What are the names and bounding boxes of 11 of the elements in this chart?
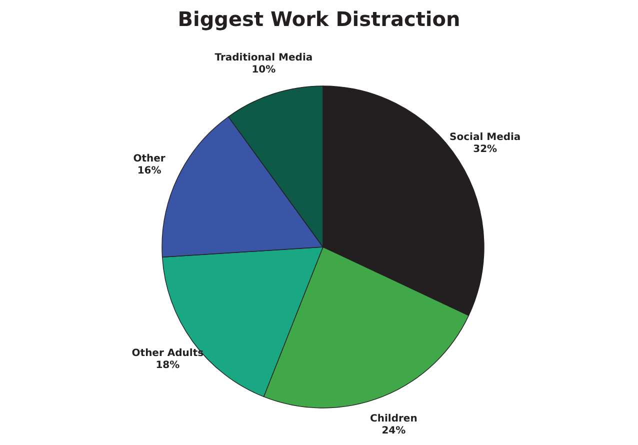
data-label: 16% <box>137 165 162 176</box>
data-label: 10% <box>252 64 276 76</box>
slice-label: Other Adults <box>132 348 204 359</box>
slice-label: Children <box>370 414 418 425</box>
slice-label: Other <box>133 153 166 164</box>
chart-title: Biggest Work Distraction <box>178 7 460 31</box>
slice-label: Social Media <box>450 132 521 144</box>
data-label: 24% <box>382 426 406 437</box>
slice-label: Traditional Media <box>214 52 313 64</box>
data-label: 32% <box>473 144 498 156</box>
data-label: 18% <box>156 360 180 371</box>
